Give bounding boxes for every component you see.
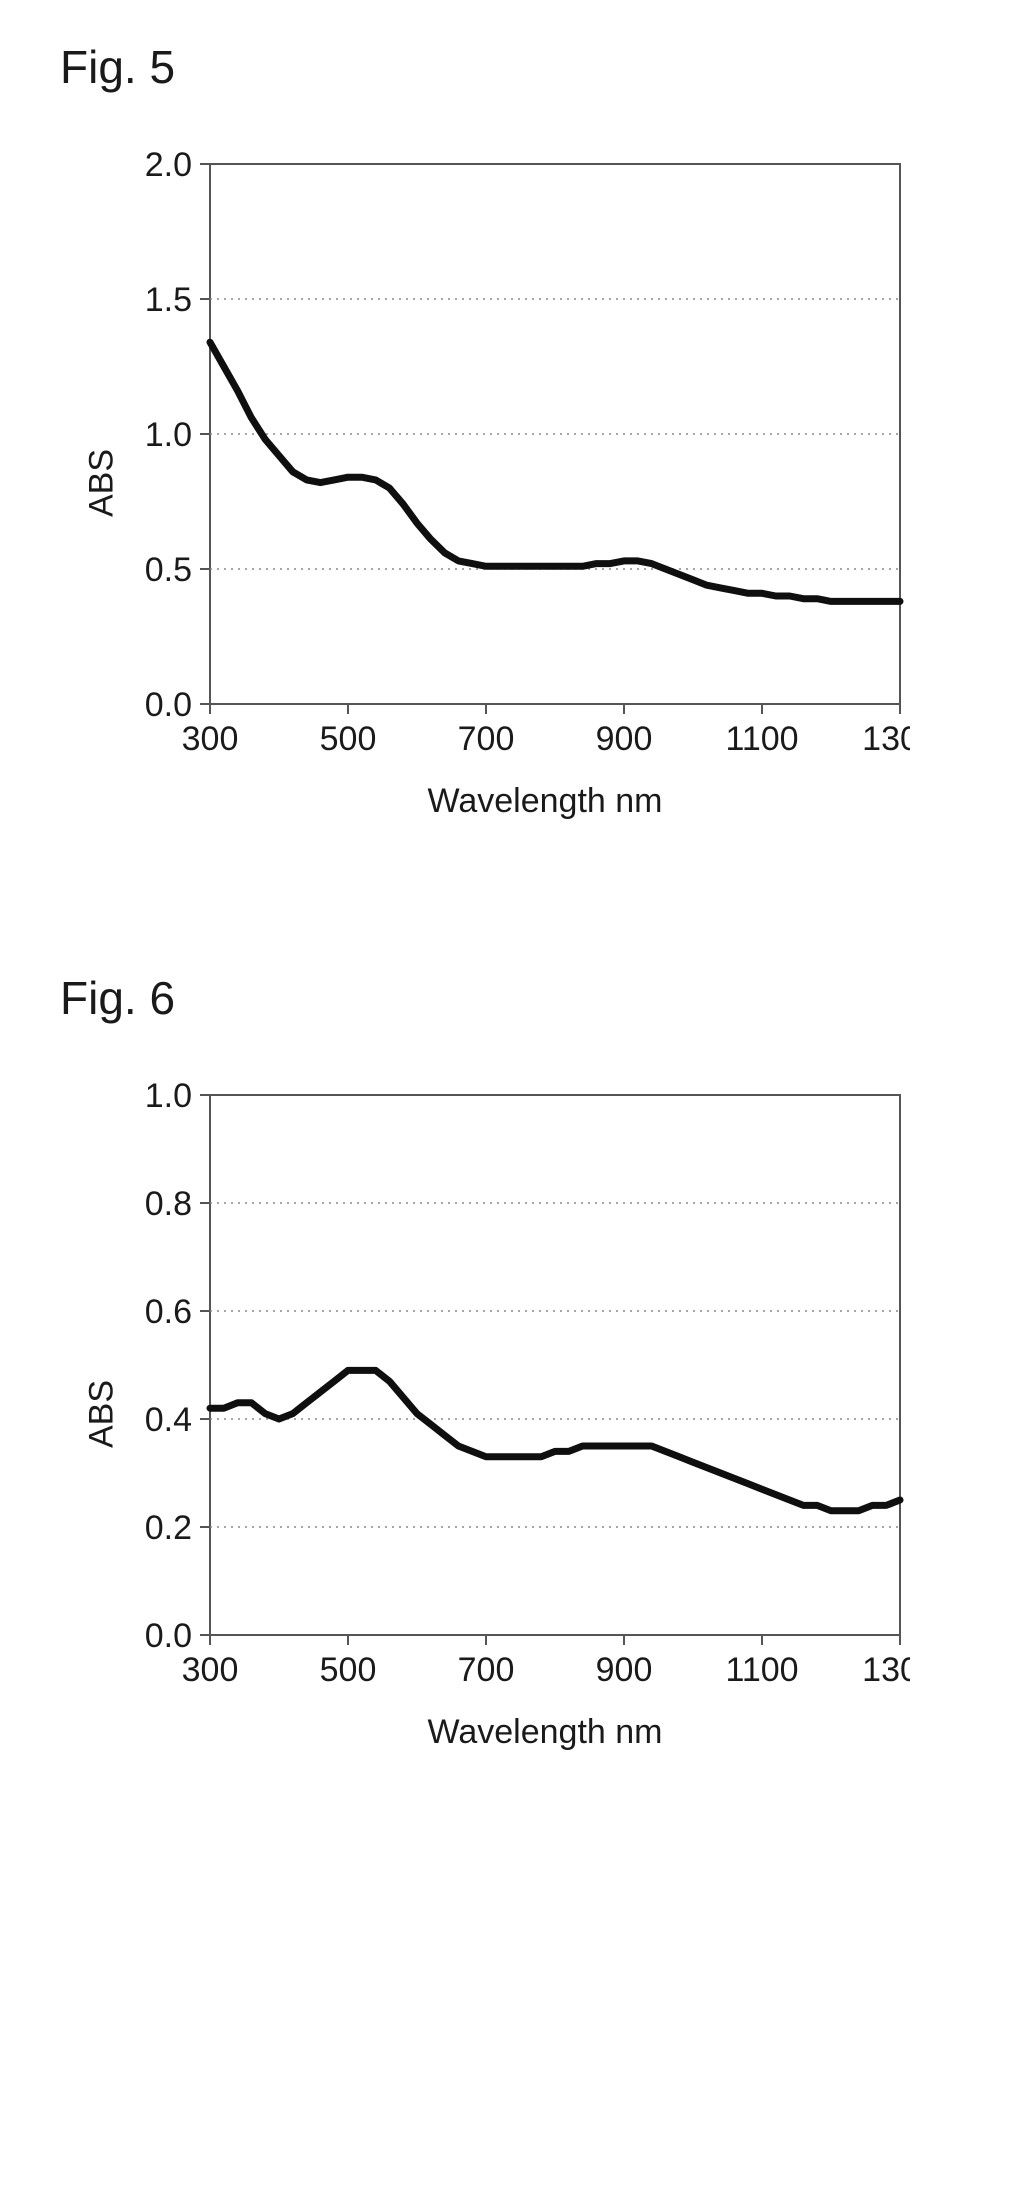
xtick-label: 700: [458, 1651, 515, 1689]
xtick-label: 1300: [862, 720, 910, 758]
chart-wrap: ABS 0.00.51.01.52.030050070090011001300 …: [90, 144, 910, 821]
xtick-label: 1300: [862, 1651, 910, 1689]
x-axis-label: Wavelength nm: [180, 1713, 910, 1752]
figure-title: Fig. 6: [60, 971, 979, 1025]
figure-title: Fig. 5: [60, 40, 979, 94]
y-axis-label: ABS: [83, 448, 122, 516]
plot-area: [210, 1095, 900, 1635]
ytick-label: 1.0: [145, 416, 192, 454]
ytick-label: 0.6: [145, 1293, 192, 1331]
xtick-label: 300: [182, 720, 239, 758]
xtick-label: 500: [320, 1651, 377, 1689]
ytick-label: 0.5: [145, 551, 192, 589]
figure-0: Fig. 5 ABS 0.0 0.5 1.0 1.5 2.0 300 500 700 900 11…: [50, 40, 979, 821]
chart-wrap: ABS 0.00.20.40.60.81.0300500700900110013…: [90, 1075, 910, 1752]
xtick-label: 1100: [725, 720, 798, 758]
y-axis-label: ABS: [83, 1379, 122, 1447]
xtick-label: 900: [596, 1651, 653, 1689]
ytick-label: 1.5: [145, 281, 192, 319]
ytick-label: 0.8: [145, 1185, 192, 1223]
xtick-label: 700: [458, 720, 515, 758]
ytick-label: 2.0: [145, 146, 192, 184]
figure-1: Fig. 6 ABS 0.0 0.2 0.4 0.6 0.8 1.0 300 500 700 90…: [50, 971, 979, 1752]
xtick-label: 900: [596, 720, 653, 758]
ytick-label: 0.2: [145, 1509, 192, 1547]
chart-svg-0: 0.0 0.5 1.0 1.5 2.0 300 500 700 900 1100 1300: [90, 144, 910, 774]
chart-svg-1: 0.0 0.2 0.4 0.6 0.8 1.0 300 500 700 900 1100 1300: [90, 1075, 910, 1705]
ytick-label: 0.0: [145, 686, 192, 724]
ytick-label: 0.4: [145, 1401, 192, 1439]
x-axis-label: Wavelength nm: [180, 782, 910, 821]
xtick-label: 1100: [725, 1651, 798, 1689]
xtick-label: 500: [320, 720, 377, 758]
xtick-label: 300: [182, 1651, 239, 1689]
ytick-label: 1.0: [145, 1077, 192, 1115]
ytick-label: 0.0: [145, 1617, 192, 1655]
